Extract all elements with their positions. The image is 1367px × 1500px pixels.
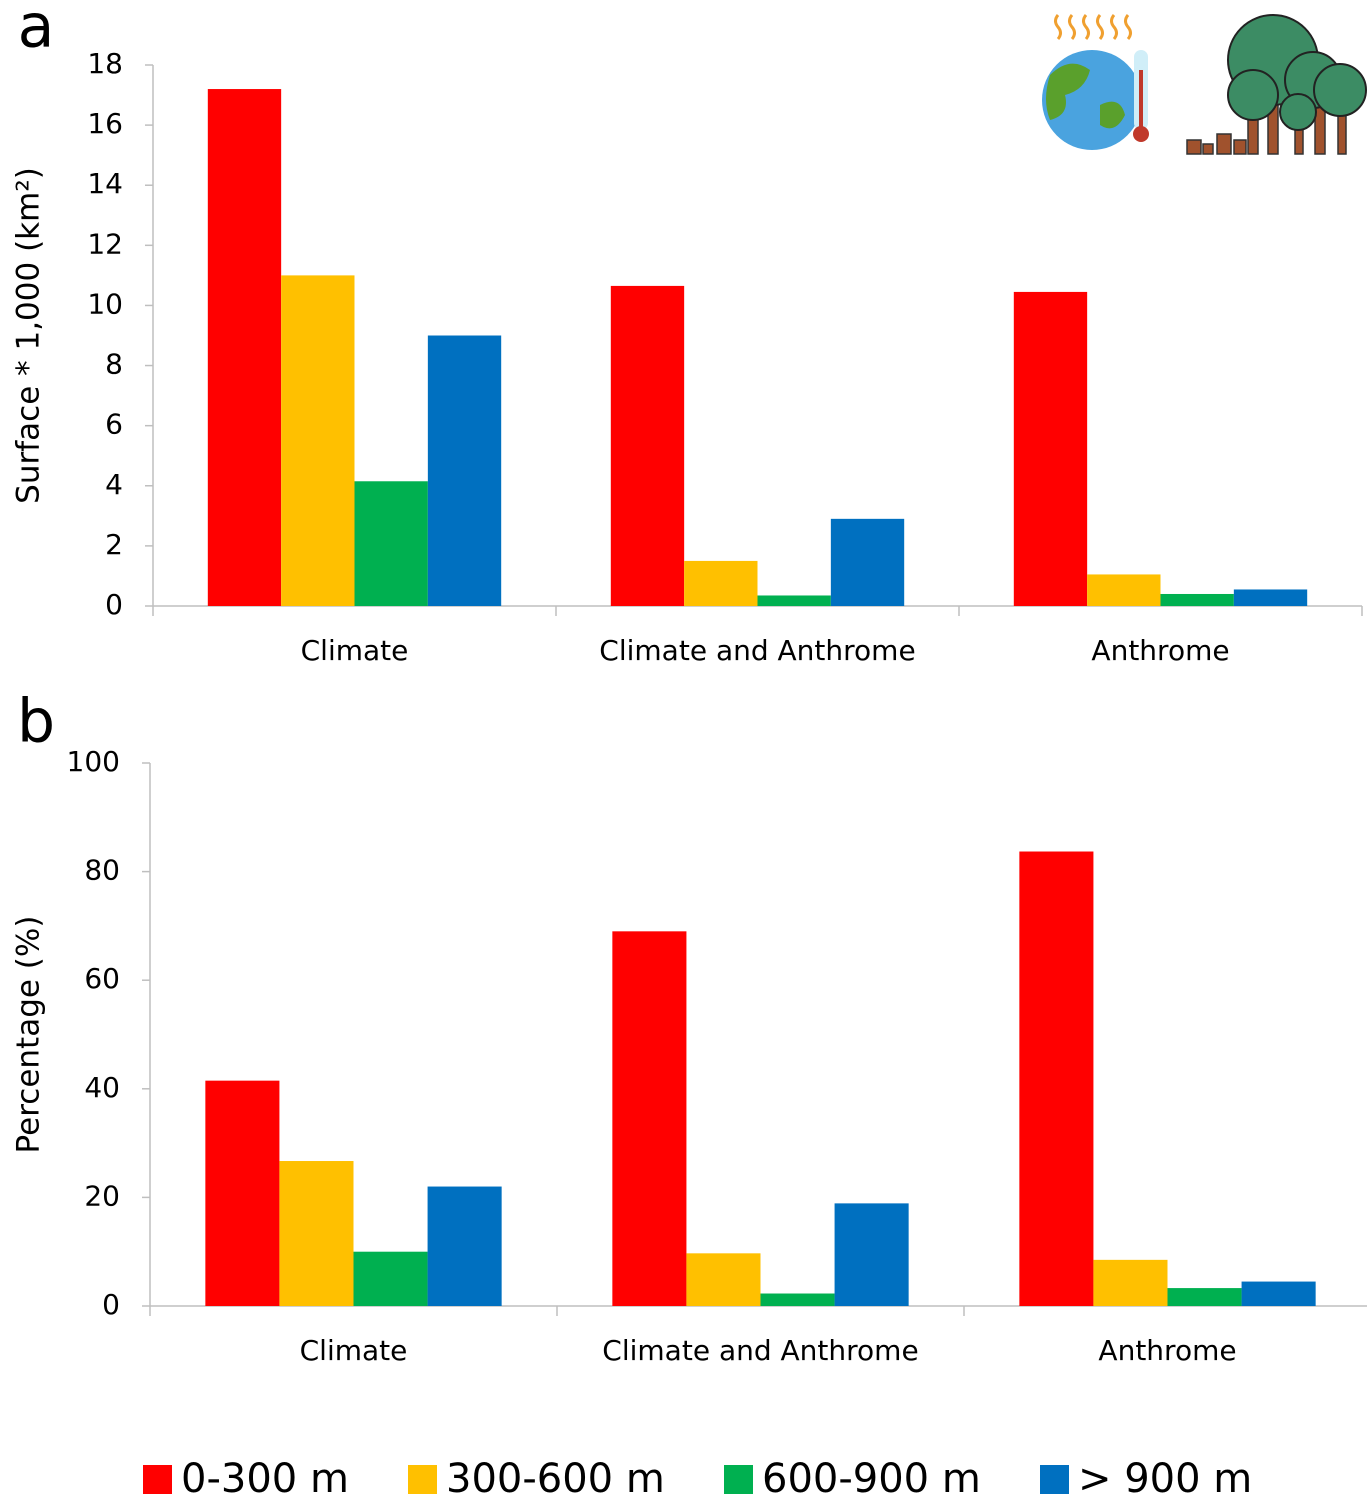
y-tick-label: 80 <box>84 854 120 887</box>
bar <box>686 1253 760 1306</box>
bar <box>1093 1260 1167 1306</box>
y-tick-label: 4 <box>105 468 123 501</box>
bar <box>354 1252 428 1306</box>
legend-label: > 900 m <box>1078 1456 1252 1500</box>
y-tick-label: 10 <box>87 287 123 320</box>
x-tick-label: Anthrome <box>1091 634 1229 667</box>
y-tick-label: 16 <box>87 107 123 140</box>
bar <box>835 1203 909 1306</box>
bar <box>612 931 686 1306</box>
bar <box>281 275 354 606</box>
y-tick-label: 20 <box>84 1179 120 1212</box>
bar <box>684 561 757 606</box>
legend-swatch <box>1040 1465 1069 1494</box>
bar <box>1242 1282 1316 1306</box>
bar <box>355 481 428 606</box>
y-tick-label: 0 <box>105 588 123 621</box>
y-tick-label: 60 <box>84 962 120 995</box>
bar <box>1168 1288 1242 1306</box>
legend-label: 300-600 m <box>446 1456 665 1500</box>
bar <box>428 1187 502 1306</box>
bar <box>279 1161 353 1306</box>
y-tick-label: 2 <box>105 528 123 561</box>
page: a b 0-300 m 300-600 m 600-900 m > 900 m 0 2 4… <box>0 0 1367 1500</box>
panel-label: a <box>18 0 55 62</box>
legend-swatch <box>143 1465 172 1494</box>
x-tick-label: Climate and Anthrome <box>602 1334 918 1367</box>
bar <box>1014 292 1087 606</box>
bar <box>1161 594 1234 606</box>
y-tick-label: 8 <box>105 348 123 381</box>
y-tick-label: 100 <box>67 745 120 778</box>
y-tick-label: 18 <box>87 47 123 80</box>
legend-swatch <box>408 1465 437 1494</box>
legend-label: 0-300 m <box>181 1456 349 1500</box>
bar <box>428 336 501 607</box>
bar <box>611 286 684 606</box>
bar <box>1234 589 1307 606</box>
y-tick-label: 14 <box>87 167 123 200</box>
y-tick-label: 6 <box>105 408 123 441</box>
y-axis-title: Surface * 1,000 (km²) <box>11 167 47 504</box>
figure: a b 0-300 m 300-600 m 600-900 m > 900 m 0 2 4… <box>0 0 1367 1500</box>
legend-swatch <box>724 1465 753 1494</box>
icons <box>1042 15 1366 154</box>
bar <box>205 1081 279 1306</box>
y-tick-label: 12 <box>87 227 123 260</box>
y-axis-title: Percentage (%) <box>11 916 47 1154</box>
legend-label: 600-900 m <box>762 1456 981 1500</box>
bar <box>1087 574 1160 606</box>
y-tick-label: 0 <box>102 1288 120 1321</box>
bar <box>1019 852 1093 1306</box>
bar <box>761 1294 835 1306</box>
bar <box>831 519 904 606</box>
x-tick-label: Climate and Anthrome <box>599 634 915 667</box>
x-tick-label: Climate <box>301 634 409 667</box>
bar <box>208 89 281 606</box>
legend: 0-300 m 300-600 m 600-900 m > 900 m <box>143 1456 1252 1500</box>
panel-label: b <box>17 687 55 757</box>
x-tick-label: Climate <box>300 1334 408 1367</box>
bar <box>758 595 831 606</box>
x-tick-label: Anthrome <box>1098 1334 1236 1367</box>
y-tick-label: 40 <box>84 1071 120 1104</box>
